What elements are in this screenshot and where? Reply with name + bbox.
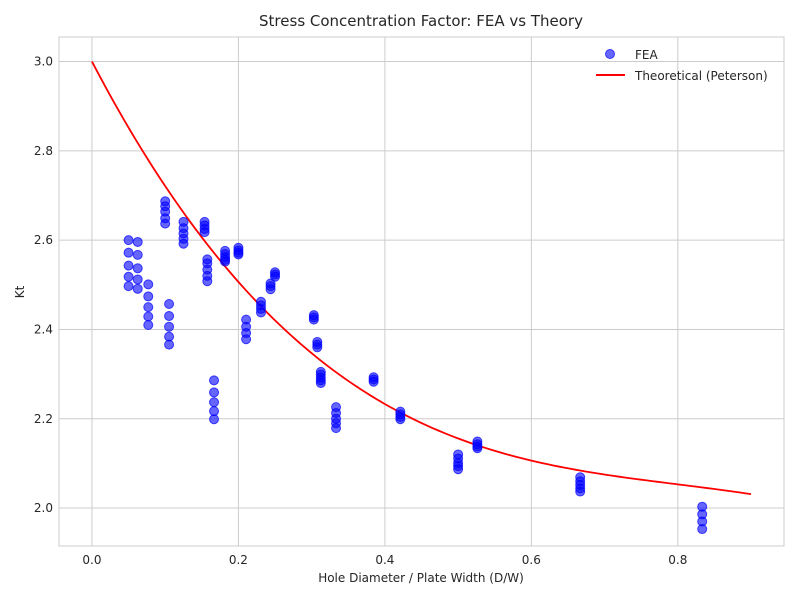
fea-point xyxy=(143,311,154,322)
fea-point xyxy=(143,302,154,313)
fea-point xyxy=(164,339,175,350)
y-tick-label: 2.6 xyxy=(34,233,53,247)
legend: FEA Theoretical (Peterson) xyxy=(596,48,768,83)
y-tick-label: 2.8 xyxy=(34,144,53,158)
fea-point xyxy=(178,238,189,249)
fea-point xyxy=(220,256,231,267)
fea-point xyxy=(395,414,406,425)
fea-point xyxy=(123,247,134,258)
fea-point xyxy=(132,249,143,260)
fea-point xyxy=(132,274,143,285)
fea-point xyxy=(143,279,154,290)
fea-point xyxy=(160,218,171,229)
x-axis-ticks: 0.0 0.2 0.4 0.6 0.8 xyxy=(82,553,687,567)
fea-point xyxy=(697,524,708,535)
fea-point xyxy=(123,235,134,246)
fea-point xyxy=(270,271,281,282)
fea-point xyxy=(331,423,342,434)
fea-point xyxy=(315,378,326,389)
plot-border xyxy=(58,36,785,547)
fea-point xyxy=(575,486,586,497)
fea-point xyxy=(233,249,244,260)
x-axis-label: Hole Diameter / Plate Width (D/W) xyxy=(318,571,524,585)
y-tick-label: 3.0 xyxy=(34,55,53,69)
fea-point xyxy=(143,319,154,330)
theory-line-layer xyxy=(91,61,752,496)
fea-point xyxy=(202,276,213,287)
fea-point xyxy=(209,387,220,398)
fea-point xyxy=(164,299,175,309)
x-tick-label: 0.8 xyxy=(668,553,687,567)
fea-points-layer xyxy=(123,196,708,535)
fea-point xyxy=(123,271,134,282)
fea-point xyxy=(368,376,379,387)
fea-point xyxy=(132,263,143,274)
y-axis-ticks: 2.0 2.2 2.4 2.6 2.8 3.0 xyxy=(34,55,53,515)
fea-point xyxy=(472,443,483,454)
fea-point xyxy=(241,334,252,345)
y-tick-label: 2.0 xyxy=(34,501,53,515)
plot-frame xyxy=(58,36,785,547)
y-tick-label: 2.4 xyxy=(34,322,53,336)
legend-fea-label: FEA xyxy=(635,48,658,62)
y-axis-label: Kt xyxy=(13,285,27,298)
fea-point xyxy=(209,375,220,386)
x-tick-label: 0.2 xyxy=(229,553,248,567)
fea-point xyxy=(209,414,220,425)
fea-point xyxy=(265,284,276,295)
fea-point xyxy=(453,464,464,475)
fea-point xyxy=(132,236,143,247)
fea-point xyxy=(123,281,134,292)
x-tick-label: 0.6 xyxy=(522,553,541,567)
fea-point xyxy=(308,314,319,325)
fea-point xyxy=(164,321,175,332)
fea-point xyxy=(132,283,143,294)
fea-point xyxy=(312,342,323,353)
legend-fea-marker xyxy=(605,49,615,59)
fea-point xyxy=(209,397,220,408)
fea-point xyxy=(123,260,134,271)
x-tick-label: 0.4 xyxy=(375,553,394,567)
fea-point xyxy=(164,311,175,322)
chart-title: Stress Concentration Factor: FEA vs Theo… xyxy=(259,12,583,30)
x-tick-label: 0.0 xyxy=(82,553,101,567)
legend-theory-label: Theoretical (Peterson) xyxy=(634,69,768,83)
fea-point xyxy=(199,227,210,238)
fea-point xyxy=(255,307,266,318)
y-tick-label: 2.2 xyxy=(34,412,53,426)
fea-point xyxy=(143,291,154,302)
grid-lines xyxy=(59,37,784,546)
theory-line xyxy=(91,61,752,496)
